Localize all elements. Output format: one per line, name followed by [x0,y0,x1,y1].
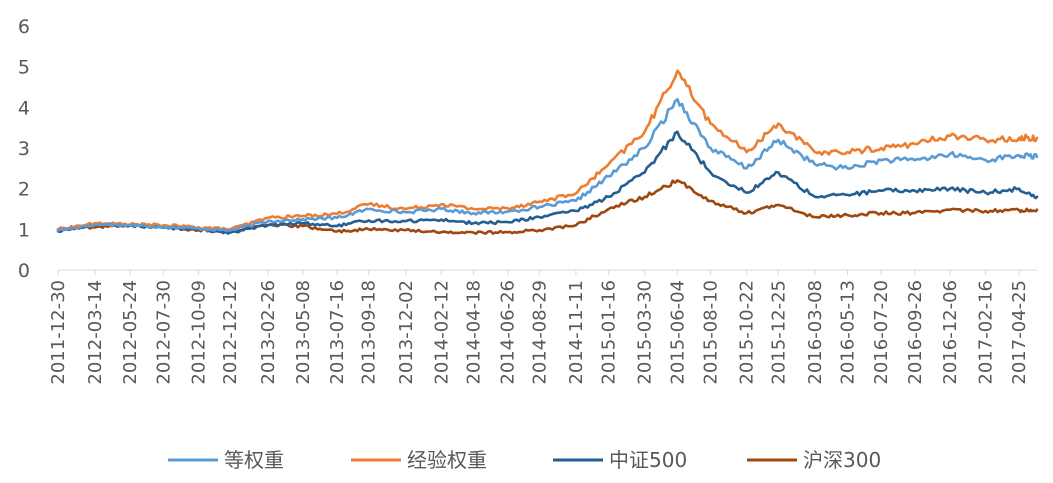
y-axis-ticks: 0 1 2 3 4 5 6 [18,16,30,282]
x-tick-label: 2013-12-02 [396,280,417,385]
x-tick-label: 2013-07-16 [327,280,348,385]
legend-label: 等权重 [224,448,284,472]
series-line-3 [56,130,1039,235]
x-tick-label: 2016-12-06 [940,280,961,385]
x-tick-label: 2012-07-30 [153,280,174,385]
x-tick-label: 2014-11-11 [566,280,587,385]
x-tick-label: 2012-12-12 [220,280,241,385]
y-tick-label: 3 [18,138,30,160]
x-tick-label: 2011-12-30 [48,280,69,385]
x-tick-label: 2015-08-10 [701,280,722,385]
y-tick-label: 2 [18,179,30,201]
x-tick-label: 2013-05-08 [293,280,314,385]
y-tick-label: 4 [18,97,30,119]
legend-label: 经验权重 [407,448,487,472]
y-tick-label: 6 [18,16,30,38]
x-tick-label: 2013-02-26 [258,280,279,385]
legend-label: 沪深300 [803,448,881,472]
y-tick-label: 5 [18,57,30,79]
x-tick-label: 2015-03-30 [635,280,656,385]
series-line-1 [56,97,1039,232]
legend-label: 中证500 [609,448,687,472]
x-axis-ticks: 2011-12-30 2012-03-14 2012-05-24 2012-07-30… [48,270,1030,385]
x-tick-label: 2013-09-18 [359,280,380,385]
x-tick-label: 2014-04-18 [464,280,485,385]
x-tick-label: 2015-10-22 [737,280,758,385]
x-tick-label: 2017-02-16 [976,280,997,385]
x-tick-label: 2014-02-12 [431,280,452,385]
x-tick-label: 2015-06-04 [667,280,688,385]
x-tick-label: 2012-10-09 [188,280,209,385]
x-tick-label: 2012-05-24 [120,280,141,385]
x-tick-label: 2015-01-16 [599,280,620,385]
x-tick-label: 2012-03-14 [85,280,106,385]
series-line-2 [56,69,1039,232]
y-tick-label: 0 [18,260,30,282]
x-tick-label: 2016-07-20 [871,280,892,385]
series-lines [56,69,1039,235]
x-tick-label: 2016-05-13 [838,280,859,385]
x-tick-label: 2014-08-29 [529,280,550,385]
x-tick-label: 2014-06-26 [498,280,519,385]
x-tick-label: 2017-04-25 [1009,280,1030,385]
x-tick-label: 2016-09-26 [905,280,926,385]
x-tick-label: 2015-12-25 [768,280,789,385]
legend: 等权重 经验权重 中证500 沪深300 [168,448,881,472]
x-tick-label: 2016-03-08 [805,280,826,385]
y-tick-label: 1 [18,219,30,241]
